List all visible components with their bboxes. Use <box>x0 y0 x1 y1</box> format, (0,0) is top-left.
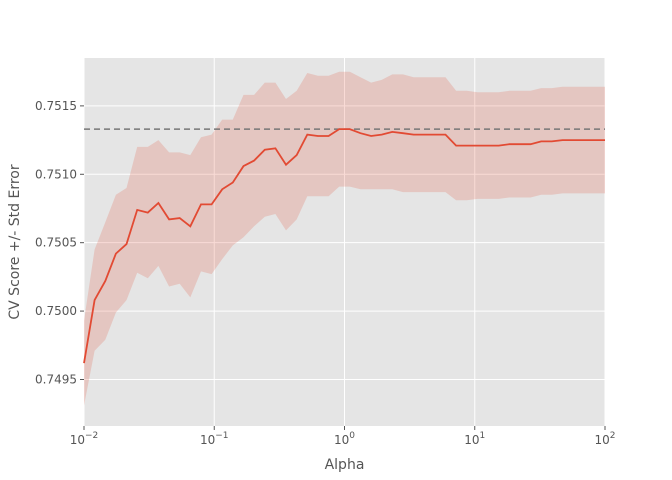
x-axis-label: Alpha <box>325 457 365 473</box>
y-axis-label: CV Score +/- Std Error <box>7 164 23 319</box>
y-tick-label: 0.7510 <box>35 167 77 181</box>
std-error-band <box>84 71 605 406</box>
y-tick-label: 0.7505 <box>35 236 77 250</box>
grid-lines <box>83 58 606 426</box>
y-tick-label: 0.7495 <box>35 372 77 386</box>
x-tick-label: 10−1 <box>200 431 229 447</box>
x-tick-label: 10−2 <box>70 431 99 447</box>
y-tick-label: 0.7500 <box>35 304 77 318</box>
y-tick-label: 0.7515 <box>35 99 77 113</box>
x-axis-ticks: 10−2 10−1 100 101 102 <box>70 426 616 447</box>
x-tick-label: 102 <box>594 431 615 447</box>
x-tick-label: 101 <box>464 431 485 447</box>
y-axis-ticks: 0.7495 0.7500 0.7505 0.7510 0.7515 <box>35 99 84 386</box>
cv-score-line <box>83 128 605 364</box>
x-tick-label: 100 <box>334 431 355 447</box>
